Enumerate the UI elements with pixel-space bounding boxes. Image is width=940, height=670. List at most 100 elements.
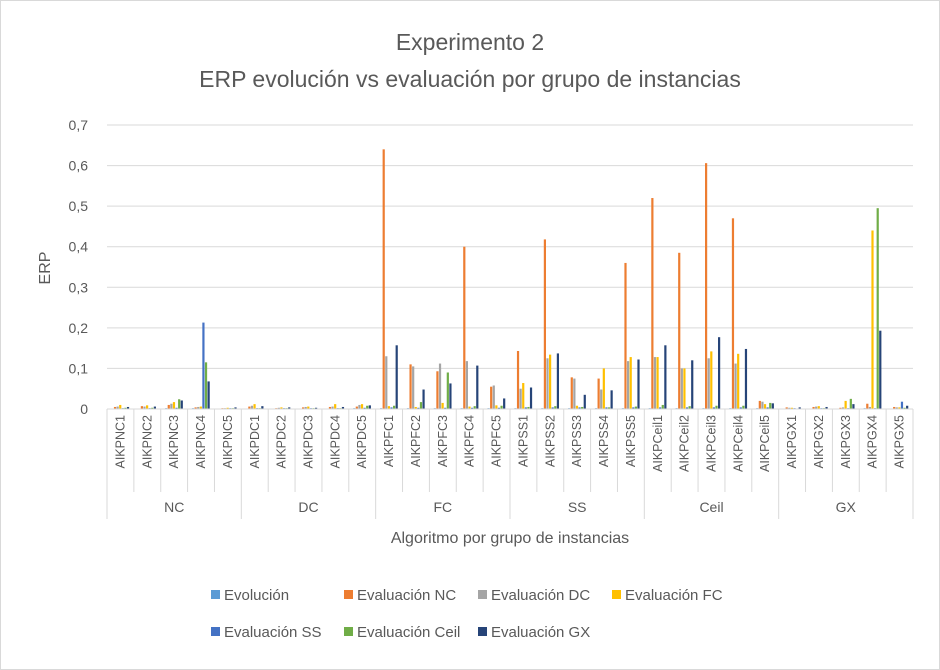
bar (116, 406, 119, 409)
bar (742, 405, 745, 409)
bar (583, 394, 586, 409)
category-label: AIKPNC4 (194, 415, 208, 469)
bar (234, 407, 237, 409)
category-label: AIKPCeil1 (651, 415, 665, 472)
bar (903, 407, 906, 409)
bar (812, 406, 815, 409)
bar (788, 407, 791, 409)
bar (167, 404, 170, 409)
bar (417, 407, 420, 409)
bar (366, 405, 369, 409)
bar (412, 366, 415, 409)
x-axis-title: Algoritmo por grupo de instancias (391, 530, 629, 547)
bar (304, 406, 307, 409)
gridlines (107, 124, 913, 369)
bar (543, 239, 546, 409)
bar (839, 407, 842, 409)
category-label: AIKPSS4 (597, 415, 611, 467)
bar (471, 407, 474, 409)
legend-swatch (211, 627, 220, 636)
bar (610, 390, 613, 409)
bar (124, 407, 127, 409)
bar (680, 368, 683, 409)
bar (771, 403, 774, 409)
bar (578, 407, 581, 409)
group-label: SS (568, 499, 587, 515)
bar (519, 388, 522, 409)
bar (602, 368, 605, 409)
bar (712, 407, 715, 409)
category-label: AIKPGX3 (839, 415, 853, 469)
bar (815, 406, 818, 409)
legend-label: Evaluación Ceil (357, 624, 460, 641)
bar (334, 404, 337, 409)
category-label: AIKPSS1 (516, 415, 530, 467)
bar (624, 262, 627, 409)
bar (688, 406, 691, 409)
bar (651, 198, 654, 409)
bar (465, 361, 468, 409)
bar (844, 400, 847, 409)
bar (197, 406, 200, 409)
y-tick-label: 0,3 (69, 279, 89, 295)
bar (280, 407, 283, 409)
bar (194, 407, 197, 409)
bar (419, 402, 423, 409)
bar (490, 386, 493, 409)
bar (497, 407, 501, 409)
bar (691, 360, 694, 409)
y-tick-label: 0,7 (69, 117, 89, 133)
bar (409, 364, 412, 409)
bar (500, 405, 503, 409)
legend-swatch (478, 627, 487, 636)
bar (248, 406, 251, 409)
bar (441, 402, 444, 409)
bar (761, 401, 764, 409)
bar (175, 407, 178, 409)
bar (900, 401, 904, 409)
bar (758, 400, 761, 409)
bar (731, 218, 735, 409)
bar (637, 359, 640, 409)
bar (414, 406, 417, 409)
bar (790, 407, 793, 409)
bar (849, 398, 852, 409)
legend-swatch (478, 590, 487, 599)
bar (893, 406, 896, 409)
bar (707, 358, 710, 409)
bar (841, 407, 845, 409)
bar (685, 407, 689, 409)
bar (527, 406, 530, 409)
bar (664, 345, 667, 409)
group-label: NC (164, 499, 184, 515)
category-label: AIKPFC4 (463, 415, 477, 467)
bar (876, 208, 879, 409)
bar (766, 407, 769, 409)
bar (143, 406, 146, 409)
bar (172, 402, 176, 409)
bar (473, 406, 476, 409)
category-label: AIKPNC5 (221, 415, 235, 469)
bar (710, 351, 713, 409)
bar (170, 403, 173, 409)
legend-label: Evaluación SS (224, 624, 322, 641)
bar (368, 405, 371, 409)
category-label: AIKPGX1 (785, 415, 799, 469)
bar (492, 385, 495, 409)
bar (825, 406, 828, 409)
bar (705, 163, 708, 409)
bar (653, 357, 657, 409)
y-tick-label: 0,6 (69, 158, 89, 174)
bar (629, 357, 632, 409)
bar (605, 407, 608, 409)
bar (522, 383, 525, 409)
category-label: AIKPGX4 (866, 415, 880, 469)
bar (446, 372, 449, 409)
group-label: DC (298, 499, 318, 515)
bar (627, 361, 630, 409)
bar (632, 407, 635, 409)
legend-swatch (612, 590, 621, 599)
bar (575, 405, 579, 409)
bar (250, 405, 254, 409)
